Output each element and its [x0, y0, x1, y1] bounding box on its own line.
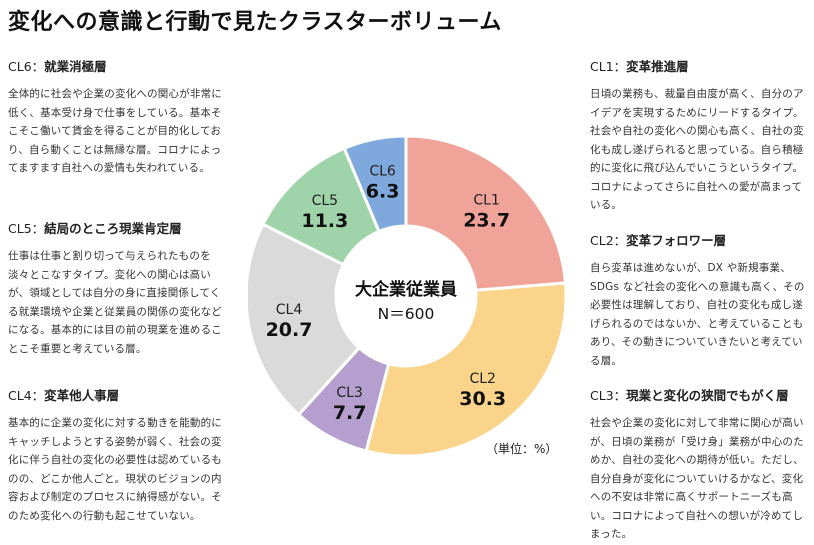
slice-label-cl5: CL5 [312, 193, 338, 209]
cluster-cl5-code: CL5： [8, 221, 45, 236]
cluster-cl3-heading: CL3：現業と変化の狭間でもがく層 [590, 385, 812, 404]
page-title: 変化への意識と行動で見たクラスターボリューム [8, 10, 502, 35]
cluster-cl1-code: CL1： [590, 59, 627, 74]
cluster-cl6-code: CL6： [8, 59, 45, 74]
slice-cl6 [342, 134, 408, 234]
chart-center-label: 大企業従業員 [355, 279, 457, 300]
cluster-cl5-description: CL5：結局のところ現業肯定層 仕事は仕事と割り切って与えられたものを淡々とこな… [8, 218, 230, 358]
cluster-cl1-body: 日頃の業務も、裁量自由度が高く、自分のアイデアを実現するためにリードするタイプ。… [590, 88, 804, 211]
cluster-cl1-name: 変革推進層 [626, 59, 689, 74]
unit-note: （単位：%） [486, 442, 558, 456]
cluster-cl6-name: 就業消極層 [44, 59, 107, 74]
slice-label-cl4: CL4 [276, 302, 303, 318]
slice-cl4 [248, 222, 362, 417]
cluster-cl3-name: 現業と変化の狭間でもがく層 [626, 388, 789, 403]
slice-value-cl1: 23.7 [463, 209, 510, 231]
donut-slices [248, 134, 568, 458]
cluster-cl6-description: CL6：就業消極層 全体的に社会や企業の変化への関心が非常に低く、基本受け身で仕… [8, 56, 230, 178]
slice-cl1 [404, 134, 568, 292]
slice-value-cl4: 20.7 [266, 319, 313, 341]
cluster-cl5-name: 結局のところ現業肯定層 [44, 221, 182, 236]
slice-cl2 [364, 281, 568, 458]
cluster-cl4-heading: CL4：変革他人事層 [8, 385, 230, 404]
cluster-cl2-name: 変革フォロワー層 [626, 233, 727, 248]
slice-label-cl2: CL2 [469, 371, 495, 387]
cluster-cl2-heading: CL2：変革フォロワー層 [590, 230, 812, 249]
cluster-cl4-body: 基本的に企業の変化に対する動きを能動的にキャッチしようとする姿勢が弱く、社会の変… [8, 417, 222, 522]
cluster-cl3-code: CL3： [590, 388, 627, 403]
cluster-cl1-heading: CL1：変革推進層 [590, 56, 812, 75]
cluster-cl6-body: 全体的に社会や企業の変化への関心が非常に低く、基本受け身で仕事をしている。基本そ… [8, 88, 222, 174]
cluster-cl2-code: CL2： [590, 233, 627, 248]
cluster-cl3-body: 社会や企業の変化に対して非常に関心が高いが、日頃の業務が「受け身」業務が中心のた… [590, 417, 804, 540]
cluster-cl2-description: CL2：変革フォロワー層 自ら変革は進めないが、DX や新規事業、SDGs など… [590, 230, 812, 370]
slice-label-cl1: CL1 [473, 192, 499, 208]
slice-value-cl6: 6.3 [366, 180, 400, 202]
chart-center-sub: N＝600 [378, 305, 435, 323]
cluster-cl4-code: CL4： [8, 388, 45, 403]
cluster-cl4-name: 変革他人事層 [44, 388, 120, 403]
cluster-cl5-body: 仕事は仕事と割り切って与えられたものを淡々とこなすタイプ。変化への関心は高いが、… [8, 250, 222, 355]
slice-value-cl3: 7.7 [333, 402, 367, 424]
slice-label-cl6: CL6 [369, 163, 396, 179]
slice-label-cl3: CL3 [336, 385, 362, 401]
cluster-cl3-description: CL3：現業と変化の狭間でもがく層 社会や企業の変化に対して非常に関心が高いが、… [590, 385, 812, 544]
cluster-cl4-description: CL4：変革他人事層 基本的に企業の変化に対する動きを能動的にキャッチしようとす… [8, 385, 230, 525]
cluster-cl2-body: 自ら変革は進めないが、DX や新規事業、SDGs など社会の変化への意識も高く、… [590, 262, 805, 367]
cluster-cl5-heading: CL5：結局のところ現業肯定層 [8, 218, 230, 237]
slice-value-cl2: 30.3 [459, 388, 506, 410]
cluster-cl1-description: CL1：変革推進層 日頃の業務も、裁量自由度が高く、自分のアイデアを実現するため… [590, 56, 812, 215]
slice-value-cl5: 11.3 [301, 210, 348, 232]
cluster-cl6-heading: CL6：就業消極層 [8, 56, 230, 75]
